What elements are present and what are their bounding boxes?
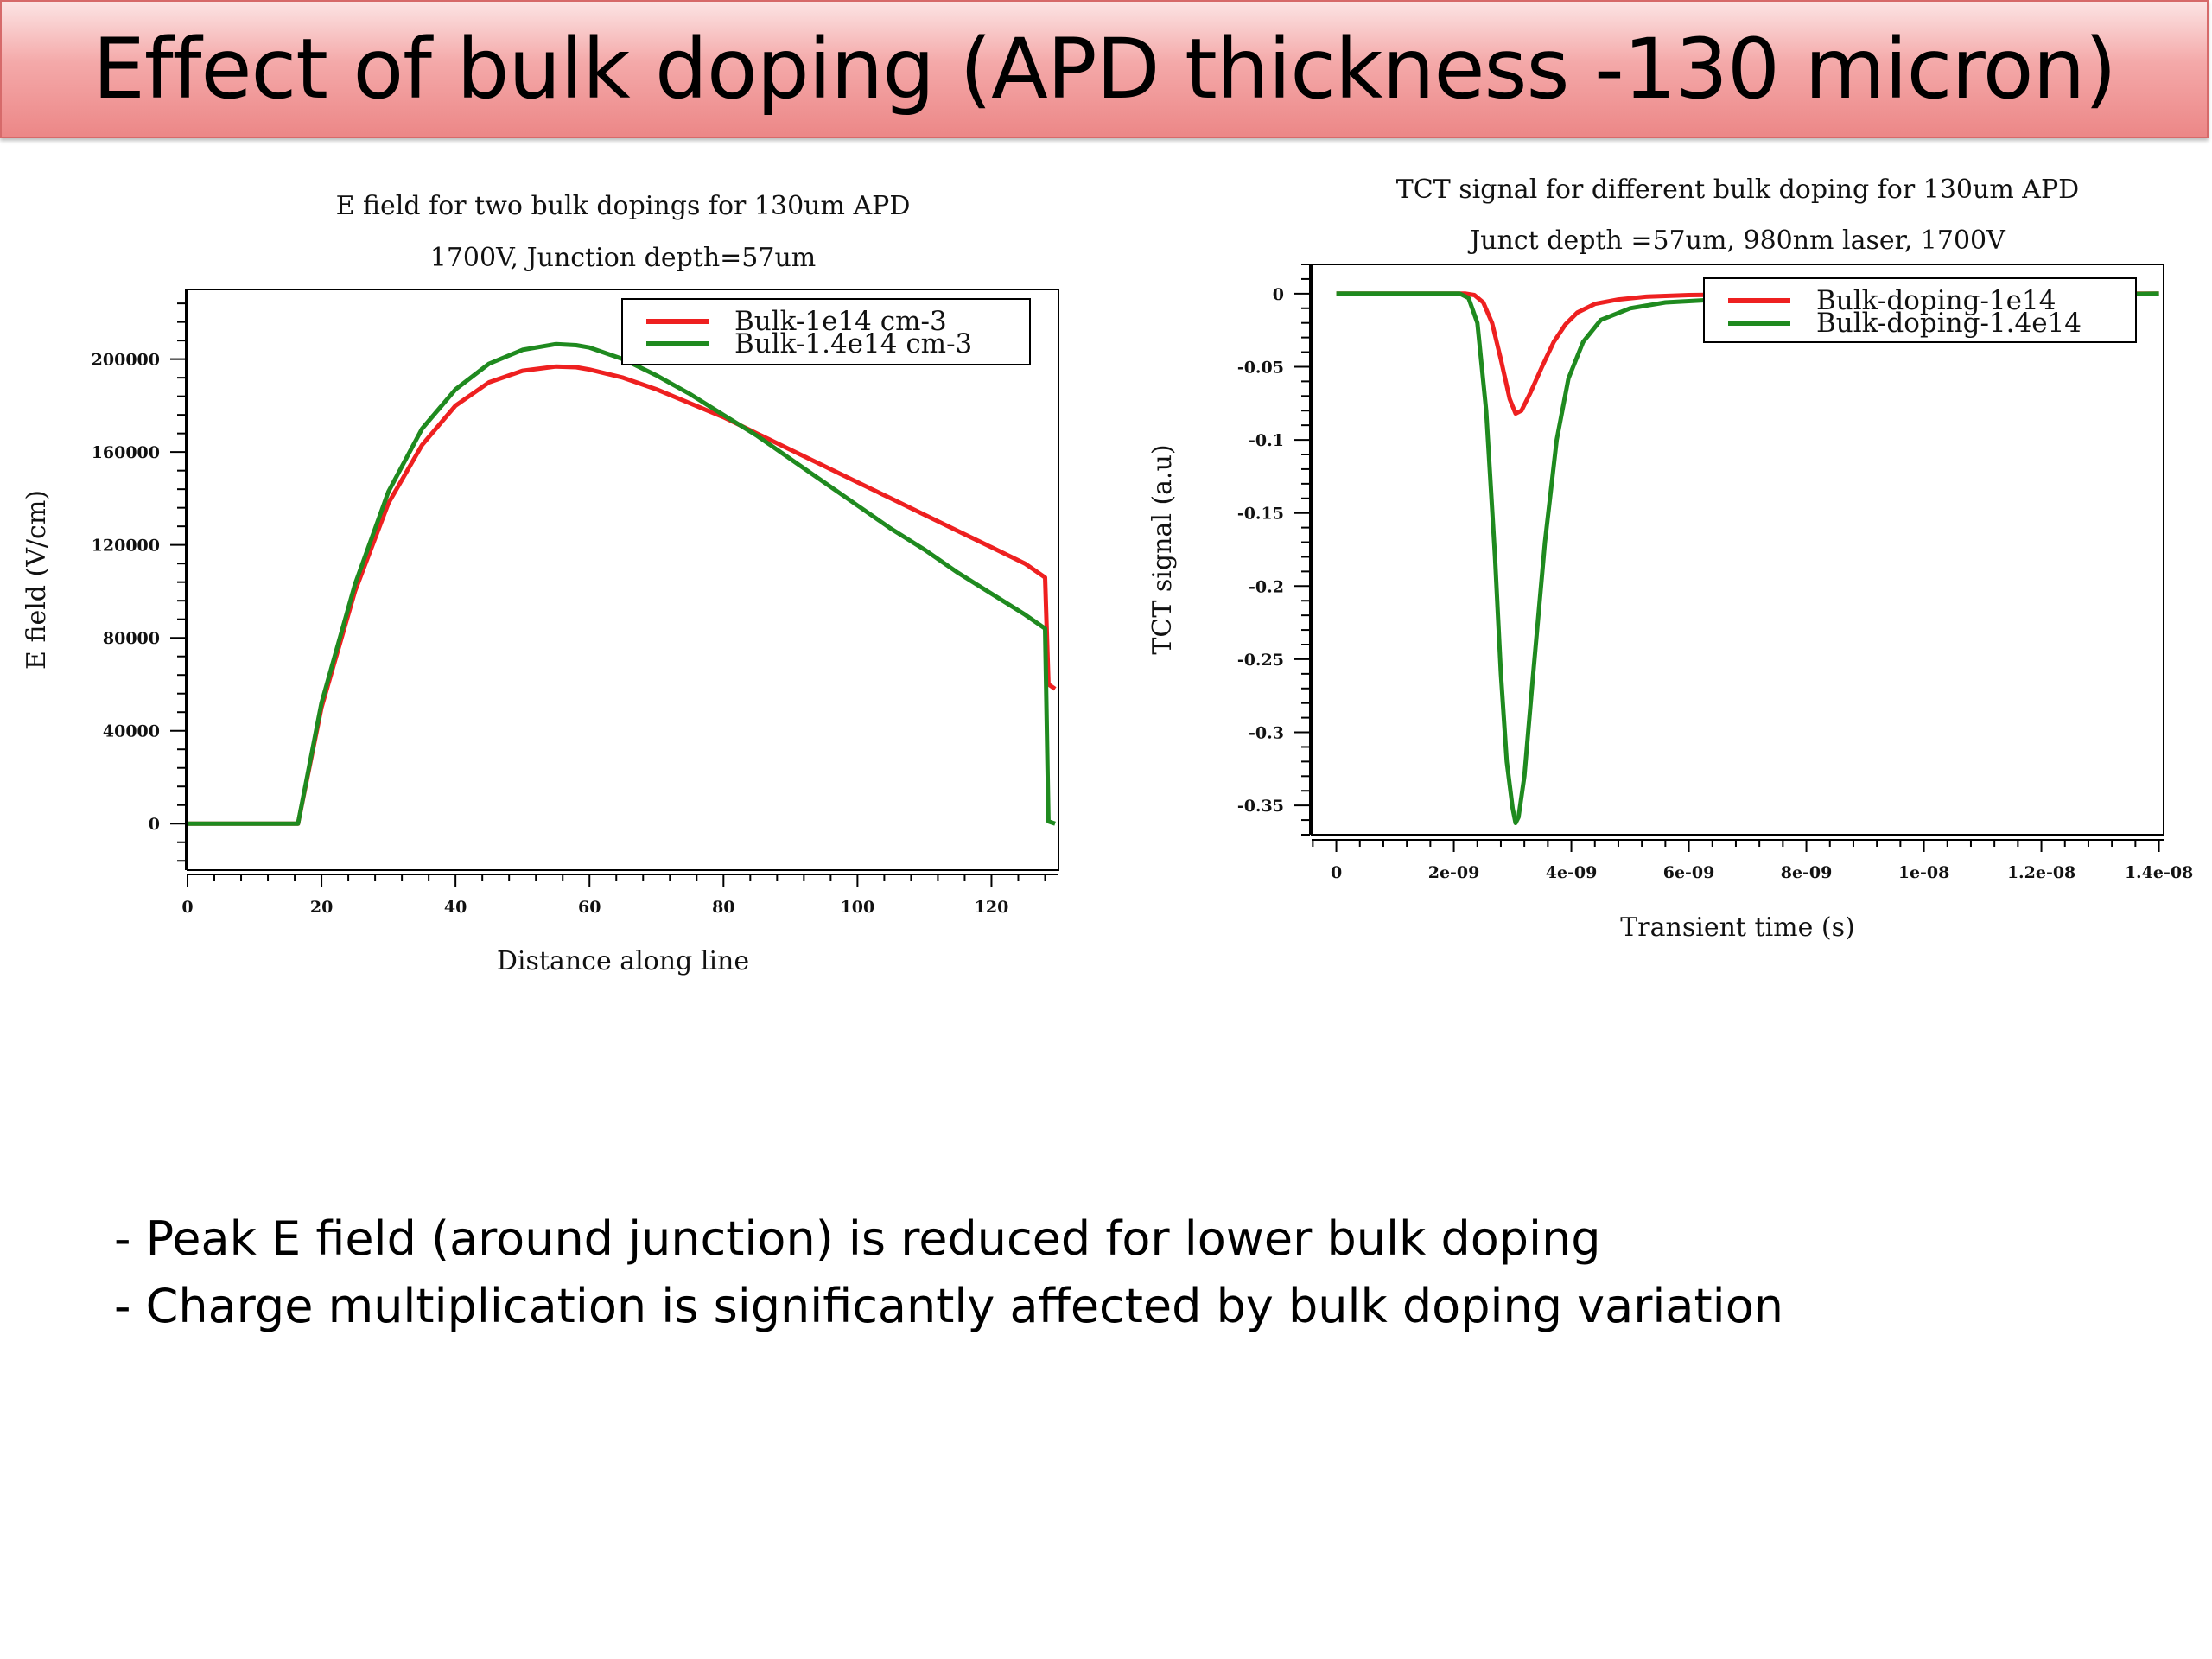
y-tick-label: 80000 — [103, 629, 160, 648]
legend-label: Bulk-1.4e14 cm-3 — [734, 328, 972, 359]
x-tick-label: 80 — [712, 898, 734, 917]
x-tick-label: 1.2e-08 — [2007, 863, 2075, 882]
legend-label: Bulk-1e14 cm-3 — [734, 306, 947, 337]
x-tick-label: 20 — [310, 898, 333, 917]
plot-frame — [187, 289, 1059, 871]
x-axis-label: Transient time (s) — [1620, 912, 1854, 943]
series-line — [188, 364, 1057, 826]
x-tick-label: 100 — [841, 898, 875, 917]
x-tick-label: 120 — [975, 898, 1009, 917]
bullet-item-2: - Charge multiplication is significantly… — [114, 1279, 1783, 1333]
x-tick-label: 0 — [181, 898, 193, 917]
title-bar: Effect of bulk doping (APD thickness -13… — [0, 0, 2209, 138]
y-tick-label: -0.25 — [1237, 651, 1284, 670]
legend-label: Bulk-doping-1.4e14 — [1816, 308, 2082, 339]
x-tick-label: 60 — [578, 898, 601, 917]
plot-frame — [1311, 264, 2164, 836]
x-tick-label: 1e-08 — [1898, 863, 1950, 882]
y-tick-label: 160000 — [92, 443, 160, 462]
x-tick-label: 2e-09 — [1428, 863, 1480, 882]
series-line — [188, 341, 1056, 826]
y-tick-label: -0.35 — [1237, 797, 1284, 816]
x-tick-label: 0 — [1331, 863, 1342, 882]
legend-box — [621, 298, 1031, 365]
y-axis-label: TCT signal (a.u) — [1147, 444, 1178, 654]
y-tick-label: 0 — [1273, 285, 1284, 304]
y-tick-label: 120000 — [92, 537, 160, 556]
x-tick-label: 4e-09 — [1546, 863, 1598, 882]
chart-subtitle: Junct depth =57um, 980nm laser, 1700V — [1467, 226, 2006, 256]
x-tick-label: 6e-09 — [1663, 863, 1715, 882]
chart-title: E field for two bulk dopings for 130um A… — [336, 191, 911, 221]
bullet-list: - Peak E field (around junction) is redu… — [114, 1205, 1783, 1340]
bullet-item-1: - Peak E field (around junction) is redu… — [114, 1211, 1601, 1266]
x-axis-label: Distance along line — [497, 946, 749, 976]
x-tick-label: 1.4e-08 — [2125, 863, 2193, 882]
legend-box — [1703, 277, 2137, 343]
efield-chart: E field for two bulk dopings for 130um A… — [22, 191, 1059, 976]
chart-subtitle: 1700V, Junction depth=57um — [430, 243, 817, 273]
x-tick-label: 40 — [444, 898, 467, 917]
y-tick-label: 200000 — [92, 351, 160, 370]
y-tick-label: -0.1 — [1249, 431, 1284, 450]
y-tick-label: -0.05 — [1237, 358, 1284, 377]
y-tick-label: 0 — [149, 815, 160, 834]
y-tick-label: 40000 — [103, 722, 160, 741]
x-tick-label: 8e-09 — [1781, 863, 1833, 882]
y-tick-label: -0.3 — [1249, 724, 1284, 743]
slide-title: Effect of bulk doping (APD thickness -13… — [92, 21, 2117, 118]
series-line — [1336, 291, 2159, 825]
legend-label: Bulk-doping-1e14 — [1816, 285, 2056, 316]
y-tick-label: -0.2 — [1249, 577, 1284, 596]
chart-title: TCT signal for different bulk doping for… — [1396, 175, 2079, 205]
tct-signal-chart: TCT signal for different bulk doping for… — [1147, 175, 2193, 943]
y-axis-label: E field (V/cm) — [22, 490, 52, 670]
y-tick-label: -0.15 — [1237, 505, 1284, 524]
